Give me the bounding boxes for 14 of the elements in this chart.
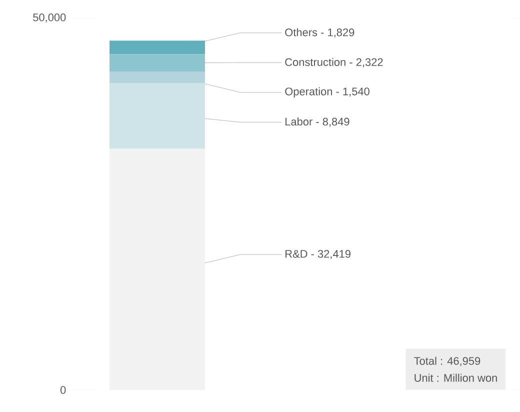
bar (110, 54, 205, 72)
text: Total : 46,959 (414, 356, 480, 366)
text: Construction - 2,322 (285, 58, 383, 68)
text: R&D - 32,419 (286, 250, 350, 260)
text: Operation - 1,540 (285, 87, 370, 98)
bar (110, 148, 205, 390)
text: Labor - 8,849 (286, 117, 350, 127)
y-tick-label: 0 (60, 386, 66, 394)
bar (110, 72, 205, 83)
y-tick-label: 50,000 (33, 13, 66, 23)
bar (110, 82, 205, 149)
text: Others - 1,829 (285, 28, 354, 38)
text: Unit : Million won (414, 374, 497, 382)
bar (110, 40, 205, 54)
